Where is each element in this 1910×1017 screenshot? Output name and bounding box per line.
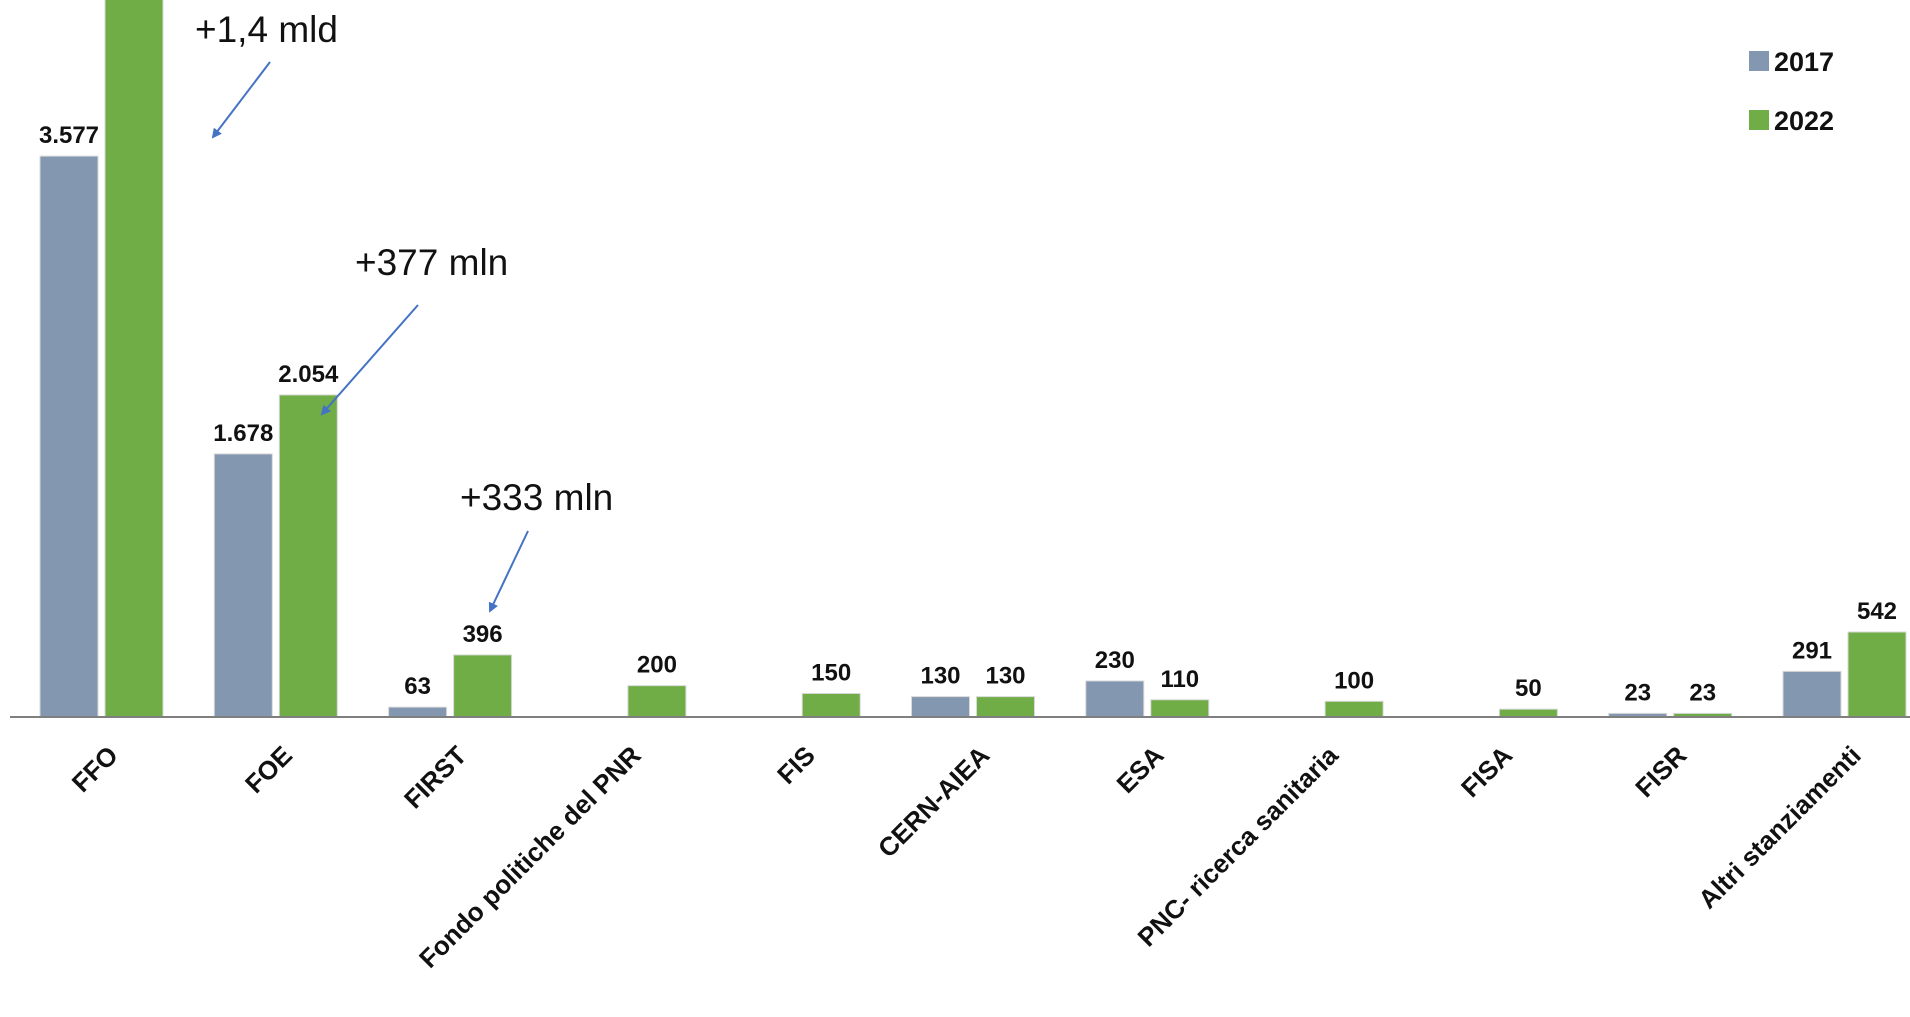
data-label-2017-altri-stanziamenti: 291 (1792, 637, 1832, 664)
data-label-2022-fisr: 23 (1689, 679, 1716, 706)
bar-2022-ffo (104, 0, 164, 718)
bar-2017-altri-stanziamenti (1782, 670, 1842, 718)
annotation-arrow-foe (320, 304, 419, 416)
data-label-2017-esa: 230 (1095, 647, 1135, 674)
bar-2022-altri-stanziamenti (1847, 631, 1907, 718)
x-tick-label-first: FIRST (398, 740, 472, 814)
legend: 2017 2022 (1749, 47, 1834, 136)
data-label-2017-first: 63 (404, 673, 431, 700)
data-label-2022-cern-aiea: 130 (985, 663, 1025, 690)
annotation-arrow-ffo (211, 61, 271, 139)
bar-2022-pnc-ricerca-sanitaria (1324, 700, 1384, 718)
data-label-2022-fisa: 50 (1515, 675, 1542, 702)
annotation-foe: +377 mln (355, 242, 508, 283)
data-label-2022-fis: 150 (811, 659, 851, 686)
annotation-ffo: +1,4 mld (195, 9, 338, 50)
bar-2017-first (388, 706, 448, 718)
x-tick-label-ffo: FFO (66, 740, 124, 798)
bar-2022-fondo-politiche-del-pnr (627, 685, 687, 718)
data-label-2022-fondo-politiche-del-pnr: 200 (637, 652, 677, 679)
bar-2022-first (453, 654, 513, 718)
x-tick-label-fisr: FISR (1629, 740, 1692, 803)
data-label-2022-foe: 2.054 (278, 361, 339, 388)
x-tick-label-pnc-ricerca-sanitaria: PNC- ricerca sanitaria (1132, 740, 1345, 953)
legend-label-2022: 2022 (1774, 106, 1834, 136)
x-tick-label-altri-stanziamenti: Altri stanziamenti (1692, 740, 1866, 914)
legend-swatch-2017 (1749, 51, 1769, 71)
bar-2017-ffo (39, 155, 99, 718)
annotations-layer: +1,4 mld +377 mln +333 mln (195, 9, 613, 613)
bar-2022-esa (1150, 699, 1210, 718)
data-label-2022-altri-stanziamenti: 542 (1857, 598, 1897, 625)
data-label-2022-first: 396 (463, 621, 503, 648)
x-tick-label-cern-aiea: CERN-AIEA (872, 740, 996, 864)
annotation-first: +333 mln (460, 477, 613, 518)
value-labels-layer: 3.5774.9861.6782.05463396200150130130230… (39, 122, 1897, 706)
legend-swatch-2022 (1749, 110, 1769, 130)
bars-layer (39, 0, 1907, 718)
data-label-2017-ffo: 3.577 (39, 122, 99, 149)
data-label-2022-pnc-ricerca-sanitaria: 100 (1334, 667, 1374, 694)
bar-2017-cern-aiea (911, 696, 970, 718)
data-label-2022-esa: 110 (1160, 666, 1199, 693)
bar-2017-foe (213, 453, 273, 718)
bar-2022-foe (278, 394, 338, 718)
data-label-2017-foe: 1.678 (213, 420, 273, 447)
data-label-2017-fisr: 23 (1624, 679, 1651, 706)
bar-2022-fisa (1498, 708, 1558, 718)
x-tick-label-fis: FIS (771, 740, 821, 790)
data-label-2017-cern-aiea: 130 (920, 663, 960, 690)
x-tick-label-foe: FOE (239, 740, 298, 799)
bar-2022-cern-aiea (976, 696, 1035, 718)
x-tick-label-esa: ESA (1111, 740, 1170, 799)
bar-2017-esa (1085, 680, 1145, 718)
x-tick-label-fisa: FISA (1455, 740, 1518, 803)
annotation-arrow-first (488, 530, 529, 613)
legend-label-2017: 2017 (1774, 47, 1834, 77)
bar-2022-fis (801, 692, 861, 718)
